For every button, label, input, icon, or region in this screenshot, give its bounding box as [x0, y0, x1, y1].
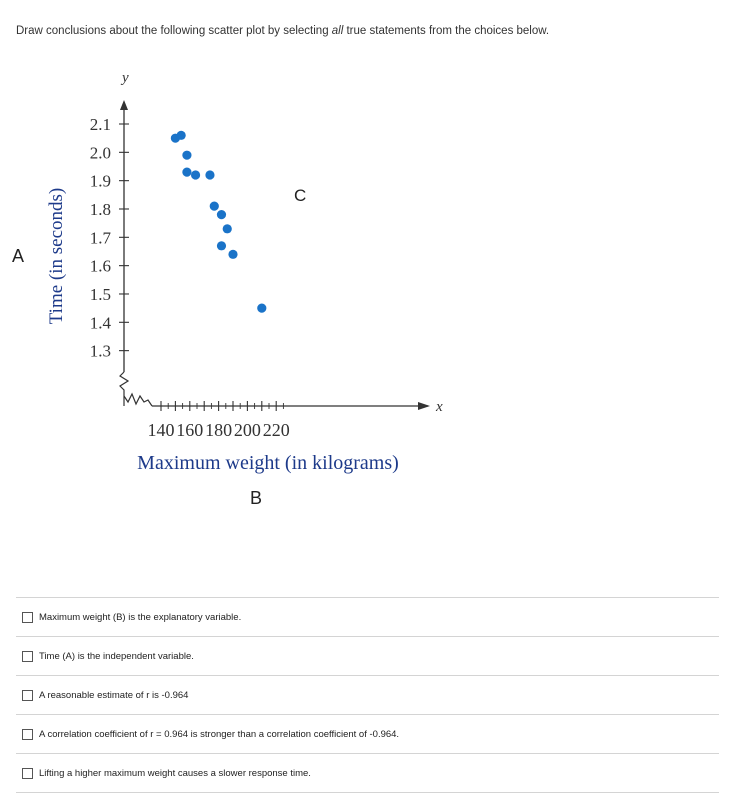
y-axis-arrow	[120, 100, 128, 110]
x-tick-label: 140	[148, 420, 175, 440]
option-independent-variable[interactable]: Time (A) is the independent variable.	[16, 636, 719, 675]
data-point	[176, 130, 186, 140]
x-tick-label: 200	[234, 420, 261, 440]
y-tick-label: 1.4	[90, 313, 112, 332]
data-point	[257, 303, 267, 313]
checkbox[interactable]	[22, 728, 33, 740]
x-axis-break	[123, 392, 153, 407]
y-tick-label: 1.5	[90, 285, 111, 304]
x-tick-label: 220	[263, 420, 290, 440]
answer-options: Maximum weight (B) is the explanatory va…	[16, 597, 719, 793]
label-c: C	[294, 186, 307, 205]
data-point	[182, 150, 192, 160]
data-point	[209, 201, 219, 211]
x-axis-letter: x	[435, 399, 443, 415]
checkbox[interactable]	[22, 611, 33, 623]
option-estimate-r[interactable]: A reasonable estimate of r is -0.964	[16, 675, 719, 714]
checkbox[interactable]	[22, 767, 33, 779]
data-point	[182, 167, 192, 177]
option-label: A reasonable estimate of r is -0.964	[39, 689, 189, 701]
y-axis-break	[119, 371, 130, 406]
scatter-plot: y x 1.3 1.4 1.5 1.6 1.7 1.8 1.9 2.0 2.1 140 160 180 20…	[46, 70, 443, 474]
label-a: A	[12, 246, 25, 266]
data-point	[222, 224, 232, 234]
x-tick-label: 180	[205, 420, 232, 440]
data-point	[228, 249, 238, 259]
x-axis-arrow	[418, 402, 430, 410]
option-explanatory-variable[interactable]: Maximum weight (B) is the explanatory va…	[16, 597, 719, 636]
y-tick-label: 2.0	[90, 143, 111, 162]
label-b: B	[250, 488, 263, 508]
y-tick-label: 1.6	[90, 257, 111, 276]
checkbox[interactable]	[22, 650, 33, 662]
option-label: A correlation coefficient of r = 0.964 i…	[39, 728, 400, 740]
x-tick-label: 160	[176, 420, 203, 440]
data-point	[205, 170, 215, 180]
option-label: Lifting a higher maximum weight causes a…	[39, 767, 311, 779]
data-point	[216, 210, 227, 220]
option-label: Time (A) is the independent variable.	[39, 650, 194, 662]
x-axis-title: Maximum weight (in kilograms)	[137, 452, 399, 474]
option-correlation-strength[interactable]: A correlation coefficient of r = 0.964 i…	[16, 714, 719, 753]
prompt-text-start: Draw conclusions about the following sca…	[16, 25, 332, 37]
y-tick-label: 1.9	[90, 172, 111, 191]
data-point	[190, 170, 201, 180]
question-prompt: Draw conclusions about the following sca…	[16, 25, 549, 37]
option-causation[interactable]: Lifting a higher maximum weight causes a…	[16, 753, 719, 793]
prompt-text-end: true statements from the choices below.	[343, 25, 550, 37]
y-tick-label: 1.3	[90, 342, 111, 361]
y-tick-label: 1.8	[90, 200, 111, 219]
prompt-emphasis: all	[331, 25, 344, 37]
y-tick-label: 1.7	[90, 228, 112, 247]
option-label: Maximum weight (B) is the explanatory va…	[39, 611, 242, 623]
data-point	[216, 241, 227, 251]
y-axis-letter: y	[120, 70, 129, 86]
y-axis-title: Time (in seconds)	[46, 188, 67, 325]
y-tick-label: 2.1	[90, 115, 111, 134]
checkbox[interactable]	[22, 689, 33, 701]
